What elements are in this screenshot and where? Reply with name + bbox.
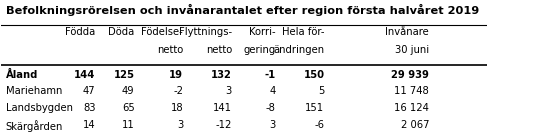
Text: 132: 132 [211,70,232,80]
Text: -12: -12 [215,120,232,130]
Text: 4: 4 [269,86,276,96]
Text: 11 748: 11 748 [394,86,429,96]
Text: 3: 3 [177,120,183,130]
Text: 65: 65 [122,103,134,113]
Text: Åland: Åland [5,70,38,80]
Text: 30 juni: 30 juni [395,45,429,55]
Text: netto: netto [206,45,232,55]
Text: Landsbygden: Landsbygden [5,103,72,113]
Text: 144: 144 [74,70,96,80]
Text: Mariehamn: Mariehamn [5,86,62,96]
Text: 3: 3 [269,120,276,130]
Text: 29 939: 29 939 [391,70,429,80]
Text: -6: -6 [314,120,324,130]
Text: Invånare: Invånare [385,27,429,37]
Text: Korri-: Korri- [249,27,276,37]
Text: 11: 11 [122,120,134,130]
Text: 2 067: 2 067 [400,120,429,130]
Text: netto: netto [157,45,183,55]
Text: 14: 14 [83,120,96,130]
Text: Hela för-: Hela för- [282,27,324,37]
Text: gering: gering [244,45,276,55]
Text: 18: 18 [171,103,183,113]
Text: 150: 150 [304,70,324,80]
Text: -1: -1 [264,70,276,80]
Text: 19: 19 [169,70,183,80]
Text: 83: 83 [83,103,96,113]
Text: Döda: Döda [108,27,134,37]
Text: 3: 3 [226,86,232,96]
Text: ändringen: ändringen [273,45,324,55]
Text: 16 124: 16 124 [394,103,429,113]
Text: 151: 151 [305,103,324,113]
Text: Födda: Födda [65,27,96,37]
Text: 49: 49 [122,86,134,96]
Text: -2: -2 [173,86,183,96]
Text: Skärgården: Skärgården [5,120,63,132]
Text: Befolkningsrörelsen och invånarantalet efter region första halvåret 2019: Befolkningsrörelsen och invånarantalet e… [5,4,479,16]
Text: 47: 47 [83,86,96,96]
Text: -8: -8 [266,103,276,113]
Text: Flyttnings-: Flyttnings- [179,27,232,37]
Text: 125: 125 [114,70,134,80]
Text: Födelse-: Födelse- [141,27,183,37]
Text: 141: 141 [213,103,232,113]
Text: 5: 5 [318,86,324,96]
